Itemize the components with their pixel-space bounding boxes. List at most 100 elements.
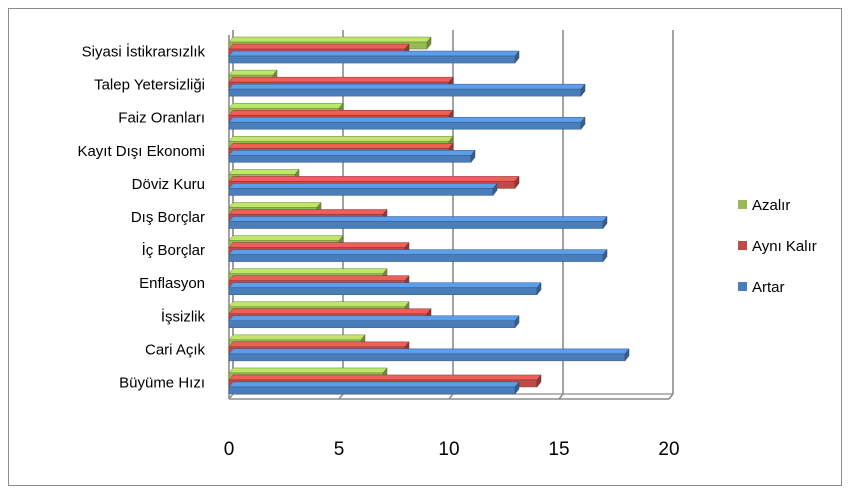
bar-top-face: [228, 183, 498, 189]
category-label-siyasi-istikrarsizlik: Siyasi İstikrarsızlık: [82, 43, 206, 61]
x-tick-label-15: 15: [548, 439, 569, 460]
category-label-cari-acik: Cari Açık: [145, 341, 206, 358]
bar-front-face: [228, 55, 516, 64]
floor-connector: [558, 393, 564, 400]
bar-top-face: [228, 216, 608, 222]
bar-artar-doviz-kuru: [228, 182, 498, 197]
bar-artar-dis-borclar: [228, 215, 608, 230]
bar-top-face: [228, 143, 454, 149]
x-tick-label-5: 5: [334, 439, 345, 460]
bar-front-face: [228, 254, 604, 262]
bar-artar-cari-acik: [228, 348, 630, 362]
bar-top-face: [228, 301, 410, 308]
bar-end-face: [514, 50, 520, 64]
legend-label: Aynı Kalır: [752, 238, 817, 255]
legend-swatch: [738, 241, 747, 250]
bar-front-face: [228, 287, 538, 295]
bar-top-face: [228, 367, 388, 374]
legend-swatch: [738, 200, 747, 209]
bar-front-face: [228, 88, 582, 97]
bar-top-face: [228, 150, 476, 156]
bar-front-face: [228, 320, 516, 329]
bar-end-face: [536, 374, 542, 388]
bar-top-face: [228, 268, 388, 274]
category-labels: Büyüme Hızı Cari Açık İşsizlik Enflasyon İç …: [77, 43, 205, 392]
bar-end-face: [536, 281, 542, 296]
bar-artar-issizlik: [228, 315, 520, 329]
category-label-dis-borclar: Dış Borçlar: [131, 209, 205, 226]
x-tick-labels: 0 5 10 15 20: [224, 439, 680, 460]
bar-top-face: [228, 275, 410, 281]
category-label-issizlik: İşsizlik: [161, 307, 206, 325]
floor-connector: [448, 393, 454, 400]
bar-end-face: [624, 348, 630, 362]
bar-top-face: [228, 308, 432, 315]
bar-top-face: [228, 381, 520, 388]
bar-top-face: [228, 202, 322, 208]
category-label-faiz-oranlari: Faiz Oranları: [118, 110, 205, 127]
bar-top-face: [228, 242, 410, 248]
bar-front-face: [228, 353, 626, 362]
bar-top-face: [228, 249, 608, 255]
bar-end-face: [580, 83, 586, 97]
bar-end-face: [602, 248, 608, 263]
bar-top-face: [228, 341, 410, 348]
bar-top-face: [228, 334, 366, 341]
legend-entry-ayni-kalir: Aynı Kalır: [738, 238, 817, 255]
bar-end-face: [426, 36, 432, 50]
bar-front-face: [228, 386, 516, 395]
bar-end-face: [580, 116, 586, 130]
chart-area: Büyüme Hızı Cari Açık İşsizlik Enflasyon İç …: [8, 8, 842, 486]
bar-top-face: [228, 348, 630, 355]
bar-front-face: [228, 155, 472, 163]
bar-chart: Büyüme Hızı Cari Açık İşsizlik Enflasyon İç …: [77, 30, 817, 460]
legend-label: Artar: [752, 279, 785, 296]
bar-end-face: [514, 175, 520, 190]
bar-end-face: [602, 215, 608, 230]
category-label-talep-yetersizligi: Talep Yetersizliği: [94, 77, 205, 94]
bar-artar-siyasi-istikrarsizlik: [228, 50, 520, 64]
bar-artar-faiz-oranlari: [228, 116, 586, 130]
bar-top-face: [228, 83, 586, 90]
floor-connector: [338, 393, 344, 400]
legend-label: Azalır: [752, 197, 790, 214]
bar-top-face: [228, 374, 542, 381]
bar-top-face: [228, 43, 410, 50]
floor-connector: [668, 393, 674, 400]
legend-entry-azalir: Azalır: [738, 197, 790, 214]
category-label-kayit-disi-ekonomi: Kayıt Dışı Ekonomi: [77, 143, 205, 160]
bar-artar-buyume-hizi: [228, 381, 520, 395]
bar-top-face: [228, 209, 388, 215]
legend-entry-artar: Artar: [738, 279, 785, 296]
category-label-enflasyon: Enflasyon: [139, 275, 205, 292]
bar-top-face: [228, 176, 520, 182]
bar-end-face: [514, 315, 520, 329]
bar-top-face: [228, 76, 454, 83]
bar-top-face: [228, 282, 542, 288]
legend: Azalır Aynı Kalır Artar: [738, 197, 817, 296]
bar-front-face: [228, 188, 494, 196]
category-label-doviz-kuru: Döviz Kuru: [132, 176, 205, 193]
legend-swatch: [738, 282, 747, 291]
bar-top-face: [228, 235, 344, 241]
bar-end-face: [492, 182, 498, 197]
bar-artar-talep-yetersizligi: [228, 83, 586, 97]
bar-end-face: [514, 381, 520, 395]
bar-artar-enflasyon: [228, 281, 542, 296]
category-label-ic-borclar: İç Borçlar: [142, 241, 205, 259]
bar-artar-kayit-disi-ekonomi: [228, 149, 476, 164]
x-tick-label-20: 20: [658, 439, 679, 460]
x-tick-label-10: 10: [438, 439, 459, 460]
bar-top-face: [228, 50, 520, 57]
bar-top-face: [228, 315, 520, 322]
bar-top-face: [228, 169, 300, 175]
bar-top-face: [228, 36, 432, 43]
bar-top-face: [228, 69, 278, 76]
bar-top-face: [228, 102, 344, 109]
bar-front-face: [228, 221, 604, 229]
bars: [228, 36, 630, 395]
category-label-buyume-hizi: Büyüme Hızı: [119, 374, 205, 391]
bar-top-face: [228, 136, 454, 142]
bar-top-face: [228, 116, 586, 123]
bar-front-face: [228, 121, 582, 130]
